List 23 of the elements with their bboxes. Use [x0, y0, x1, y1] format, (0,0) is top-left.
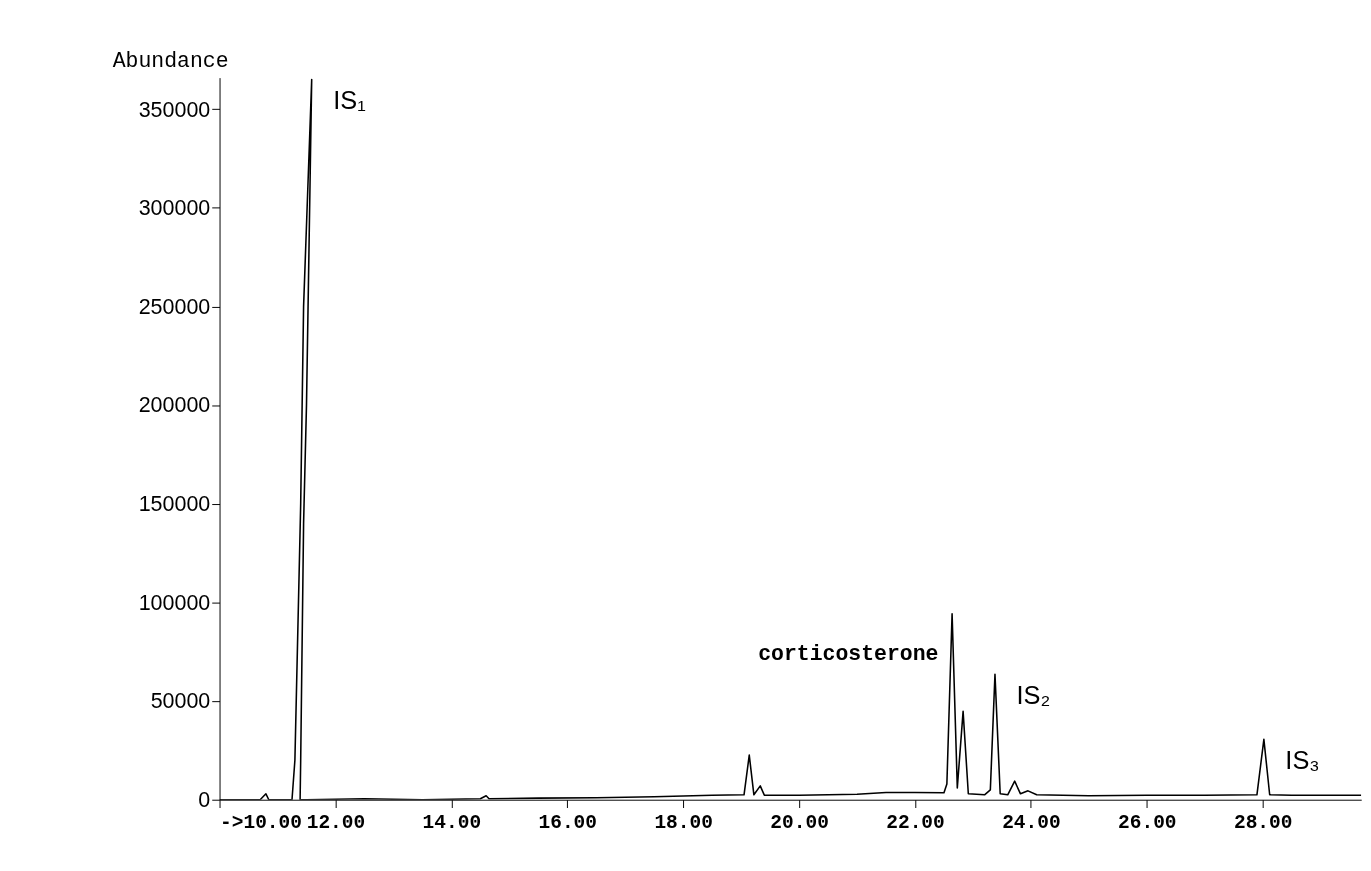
- y-tick-label: 150000: [138, 492, 211, 517]
- y-tick-label: 250000: [138, 294, 211, 319]
- y-tick-label: 100000: [138, 590, 211, 615]
- x-tick-label: 26.00: [1118, 811, 1177, 834]
- x-tick-label: 16.00: [538, 811, 598, 834]
- annotation: IS₃: [1285, 745, 1320, 774]
- x-tick-label: 24.00: [1002, 811, 1061, 834]
- x-tick-label: ->10.00: [220, 811, 302, 834]
- annotation: corticosterone: [758, 641, 939, 666]
- y-tick-label: 300000: [138, 196, 211, 221]
- y-tick-label: 50000: [150, 689, 211, 714]
- y-tick-label: 0: [198, 788, 211, 813]
- x-tick-label: 12.00: [306, 811, 366, 834]
- x-tick-label: 20.00: [770, 811, 829, 834]
- x-tick-label: 22.00: [886, 811, 945, 834]
- y-tick-label: 350000: [138, 97, 211, 122]
- x-tick-label: 28.00: [1233, 811, 1293, 834]
- annotation: IS₁: [333, 85, 366, 114]
- annotation: IS₂: [1016, 680, 1051, 709]
- x-tick-label: 18.00: [654, 811, 713, 834]
- y-tick-label: 200000: [138, 393, 211, 418]
- y-axis-title: Abundance: [112, 49, 229, 74]
- x-tick-label: 14.00: [422, 811, 482, 834]
